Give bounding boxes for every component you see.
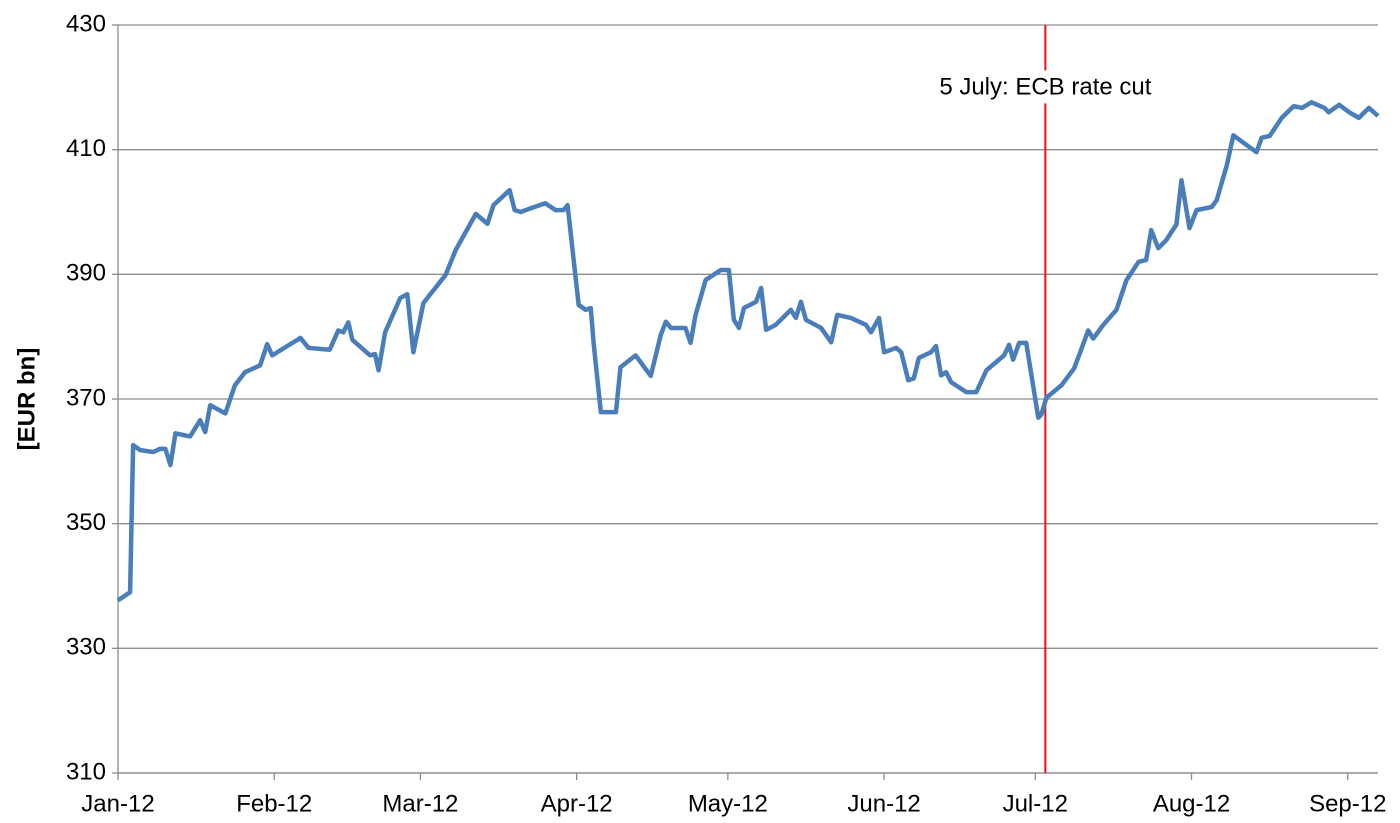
x-tick-label: Apr-12 (541, 790, 613, 817)
y-tick-label: 430 (66, 10, 106, 37)
y-tick-label: 330 (66, 634, 106, 661)
x-tick-label: Jan-12 (81, 790, 154, 817)
x-tick-label: Jul-12 (1003, 790, 1068, 817)
x-tick-label: Feb-12 (236, 790, 312, 817)
y-tick-label: 410 (66, 135, 106, 162)
annotation-label: 5 July: ECB rate cut (939, 73, 1151, 100)
y-tick-label: 390 (66, 260, 106, 287)
annotation-bg (933, 70, 1158, 104)
y-tick-label: 370 (66, 384, 106, 411)
x-tick-label: Mar-12 (382, 790, 458, 817)
x-tick-label: Jun-12 (847, 790, 920, 817)
data-line (116, 100, 1380, 603)
y-tick-label: 310 (66, 758, 106, 785)
x-tick-label: May-12 (688, 790, 768, 817)
x-tick-label: Aug-12 (1153, 790, 1230, 817)
y-axis-title: [EUR bn] (13, 348, 40, 451)
x-tick-label: Sep-12 (1309, 790, 1386, 817)
y-tick-label: 350 (66, 509, 106, 536)
